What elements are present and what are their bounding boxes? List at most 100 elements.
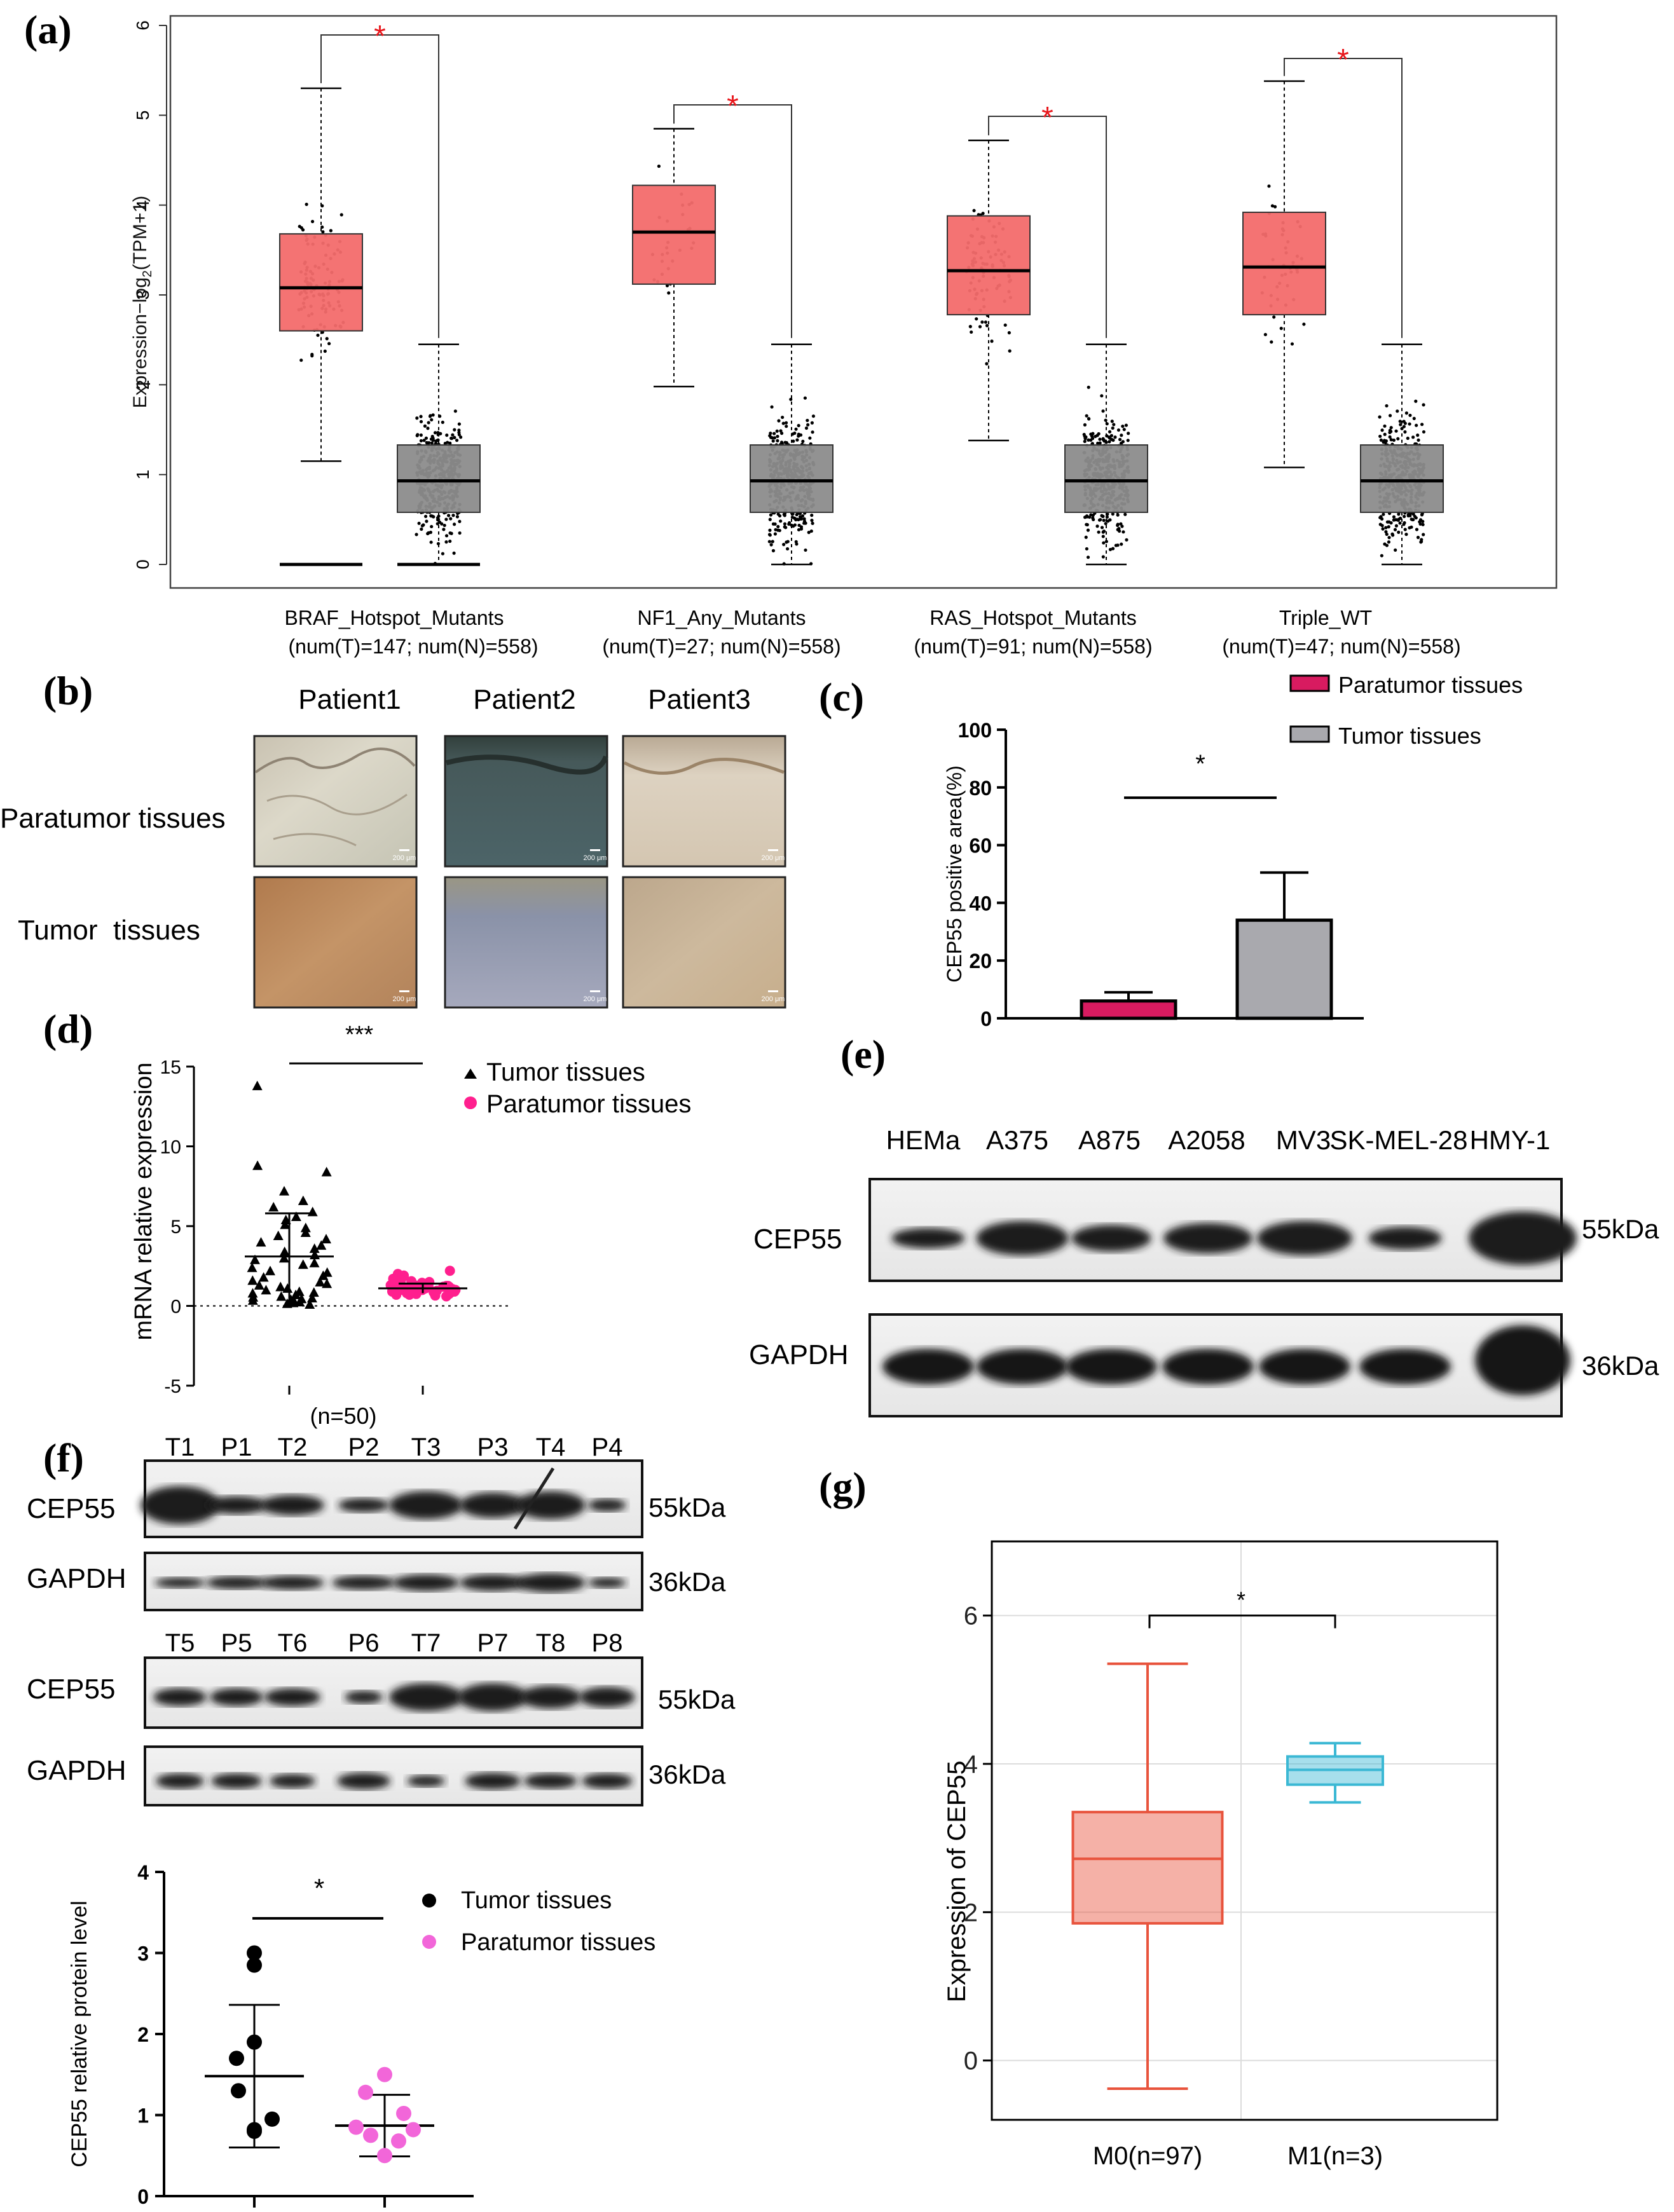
data-point-normal bbox=[422, 439, 426, 442]
data-point-tumor bbox=[299, 358, 303, 362]
data-point-normal bbox=[1112, 423, 1116, 427]
data-point-normal bbox=[1107, 435, 1111, 439]
bar-paratumor bbox=[1080, 999, 1177, 1020]
band-gapdh-bottom bbox=[524, 1773, 577, 1789]
data-point-normal bbox=[800, 517, 804, 521]
data-point-tumor bbox=[1279, 327, 1283, 331]
data-point-normal bbox=[1408, 422, 1411, 426]
lane-label: P2 bbox=[348, 1433, 380, 1461]
panel-a-y-label-sub: 2 bbox=[141, 270, 154, 277]
blot-row-label-cep55-f-top: CEP55 bbox=[27, 1493, 115, 1524]
data-point-normal bbox=[1097, 530, 1101, 534]
data-point-normal bbox=[769, 543, 773, 547]
data-point-normal bbox=[1394, 429, 1398, 433]
data-point-normal bbox=[1389, 438, 1393, 442]
data-point-normal bbox=[1397, 530, 1401, 534]
data-point-normal bbox=[1087, 515, 1092, 519]
data-point-tumor bbox=[252, 1160, 263, 1170]
data-point-normal bbox=[417, 521, 421, 525]
significance-star: * bbox=[314, 1873, 324, 1903]
data-point-tumor bbox=[329, 229, 333, 233]
data-point-normal bbox=[1387, 525, 1390, 529]
data-point-normal bbox=[1121, 440, 1125, 444]
data-point-normal bbox=[779, 519, 783, 523]
data-point-normal bbox=[453, 435, 456, 439]
data-point-normal bbox=[1394, 548, 1397, 552]
data-point-normal bbox=[430, 441, 434, 445]
data-point-normal bbox=[1108, 547, 1113, 552]
data-point-normal bbox=[458, 519, 462, 524]
band-gapdh-bottom bbox=[156, 1773, 204, 1789]
legend-swatch-paratumor bbox=[1289, 674, 1330, 692]
data-point-tumor bbox=[309, 1243, 320, 1253]
y-tick-label: 80 bbox=[969, 777, 992, 800]
legend-marker-tumor bbox=[422, 1894, 436, 1908]
data-point-normal bbox=[1422, 533, 1425, 536]
data-point-normal bbox=[444, 534, 449, 538]
data-point-normal bbox=[1380, 524, 1384, 528]
panel-f-quant-y-label: CEP55 relative protein level bbox=[67, 1901, 92, 2168]
data-point-tumor bbox=[340, 213, 343, 217]
data-point-normal bbox=[1100, 526, 1104, 529]
data-point-normal bbox=[768, 517, 772, 521]
lane-label: P4 bbox=[592, 1433, 623, 1461]
data-point-normal bbox=[419, 433, 423, 437]
data-point-normal bbox=[1388, 435, 1392, 439]
data-point-normal bbox=[1384, 526, 1388, 529]
band-gapdh-top bbox=[460, 1574, 526, 1591]
data-point-normal bbox=[436, 516, 440, 520]
panel-g-y-label: Expression of CEP55 bbox=[943, 1761, 971, 2002]
data-point-normal bbox=[1418, 518, 1423, 522]
data-point-normal bbox=[1415, 423, 1418, 427]
band-cep55-bottom bbox=[264, 1688, 320, 1706]
data-point-normal bbox=[1408, 413, 1412, 418]
normal-box bbox=[750, 444, 834, 514]
panel-c-legend: Paratumor tissues Tumor tissues bbox=[1289, 672, 1523, 749]
data-point-normal bbox=[1398, 420, 1402, 423]
data-point-paratumor bbox=[391, 1285, 402, 1295]
data-point-normal bbox=[429, 414, 432, 418]
data-point-normal bbox=[1104, 522, 1108, 526]
data-point-tumor bbox=[247, 1275, 258, 1285]
data-point-normal bbox=[444, 517, 448, 521]
data-point-normal bbox=[441, 420, 444, 425]
y-tick-label: 0 bbox=[170, 1297, 181, 1318]
lane-label: T3 bbox=[411, 1433, 441, 1461]
band-gapdh-top bbox=[588, 1578, 626, 1588]
data-point-normal bbox=[808, 436, 812, 440]
data-point-normal bbox=[772, 436, 776, 440]
scale-bar-text: 200 μm bbox=[762, 995, 785, 1003]
data-point-normal bbox=[1416, 535, 1420, 540]
data-point-normal bbox=[457, 422, 461, 426]
data-point-normal bbox=[783, 514, 786, 517]
data-point-normal bbox=[455, 515, 460, 519]
group-label-triplewt: Triple_WT bbox=[1279, 606, 1372, 629]
panel-a-y-axis: 0 1 2 3 4 5 6 bbox=[133, 20, 167, 570]
data-point-normal bbox=[785, 425, 788, 428]
panel-d-legend: Tumor tissues Paratumor tissues bbox=[464, 1058, 691, 1118]
band-gapdh-top bbox=[332, 1576, 395, 1590]
data-point-tumor bbox=[972, 208, 976, 212]
data-point-tumor bbox=[276, 1291, 287, 1301]
data-point-normal bbox=[1385, 404, 1389, 408]
data-point-tumor bbox=[1270, 204, 1275, 208]
data-point-tumor bbox=[1272, 315, 1276, 319]
data-point-normal bbox=[458, 531, 462, 535]
data-point-normal bbox=[1085, 522, 1089, 527]
data-point-normal bbox=[427, 421, 430, 425]
data-point-normal bbox=[453, 428, 456, 432]
data-point-tumor bbox=[298, 1259, 308, 1269]
data-point-normal bbox=[1396, 409, 1399, 413]
data-point-normal bbox=[1083, 439, 1087, 444]
data-point-normal bbox=[811, 430, 814, 434]
significance-bracket bbox=[988, 116, 1107, 338]
data-point-normal bbox=[1413, 514, 1417, 519]
data-point-tumor bbox=[298, 1195, 308, 1205]
data-point-normal bbox=[430, 514, 434, 518]
band-gapdh bbox=[1162, 1349, 1254, 1384]
data-point-normal bbox=[793, 523, 797, 527]
y-tick-label: 10 bbox=[160, 1137, 181, 1158]
significance-star: * bbox=[374, 20, 386, 53]
data-point-normal bbox=[1089, 432, 1093, 436]
